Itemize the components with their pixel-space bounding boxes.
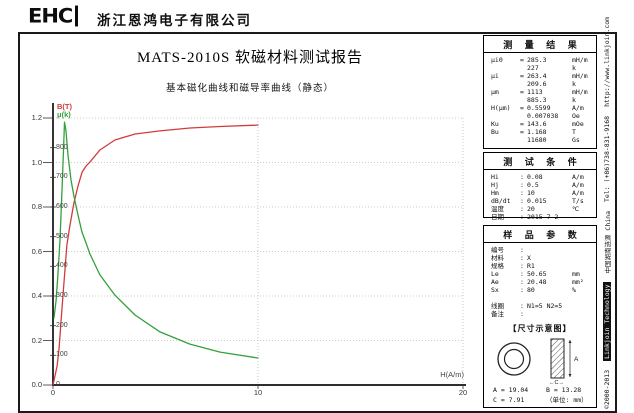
mu-tick-label: 200 <box>56 321 68 329</box>
param-row: 0.007038 Oe <box>527 112 580 120</box>
mu-tick-label: 600 <box>56 203 68 210</box>
param-row: 编号: <box>491 246 524 254</box>
mu-axis-label: μ(k) <box>57 110 71 119</box>
param-row: 885.3 k <box>527 96 576 104</box>
watermark-location: 中国湖南涟源 China <box>603 211 612 274</box>
b-tick-label: 0.6 <box>31 246 42 256</box>
curve-B <box>52 124 259 386</box>
conditions-panel: 测 试 条 件 Hi:0.08 A/m Hj:0.5 A/m Hm:10 A/m dB/dt… <box>483 152 597 221</box>
param-row: Bu = 1.168 T <box>491 128 576 136</box>
sample-rows-extra: 线圈: N1=5 N2=5 备注: <box>484 299 596 318</box>
param-row: 209.6 k <box>527 80 576 88</box>
sample-panel: 样 品 参 数 编号: 材料: X 规格: R1 Le:50.65 mm Ae:20.48 mm… <box>483 225 597 408</box>
dimension-values: A = 19.04 B = 13.28 C = 7.91 （单位: mm） <box>484 386 596 405</box>
width-dimension-label: ←C→ <box>549 380 564 384</box>
height-dimension-label: A <box>574 356 579 363</box>
param-row: 线圈: N1=5 N2=5 <box>491 302 563 310</box>
b-tick-label: 1.2 <box>31 113 42 122</box>
sample-dimension-diagram: A ←C→ <box>497 338 579 384</box>
results-panel-title: 测 量 结 果 <box>484 36 596 53</box>
curve-mu <box>53 121 259 359</box>
results-rows: μi0 = 285.3 mH/m 227 k μi = 263.4 mH/m 209.6 k μm = 11… <box>484 53 596 144</box>
report-title: MATS-2010S 软磁材料测试报告 <box>136 50 364 66</box>
mu-tick-label: 0 <box>56 381 60 388</box>
company-name: 浙江恩鸿电子有限公司 <box>97 13 252 28</box>
param-row: H(μm) = 0.5599 A/m <box>491 104 584 112</box>
param-row: 材料: X <box>491 254 531 262</box>
vendor-watermark: ©2000-2013 Linkjoin Technology 中国湖南涟源 Ch… <box>600 17 613 409</box>
b-tick-label: 0.8 <box>31 202 42 211</box>
conditions-panel-title: 测 试 条 件 <box>484 153 596 170</box>
company-logo: EHC <box>28 5 79 27</box>
dim-b: B = 13.28 <box>546 386 582 394</box>
b-tick-label: 0.2 <box>31 335 42 345</box>
cross-section-rect <box>550 338 565 379</box>
dimension-diagram-title: 【尺寸示意图】 <box>508 324 572 333</box>
b-axis-label: B(T) <box>57 102 72 111</box>
watermark-url: http://www.linkjoin.com <box>602 16 611 107</box>
param-row: Le:50.65 mm <box>491 270 580 278</box>
param-row: 备注: <box>491 310 524 318</box>
mu-tick-label: 400 <box>56 262 68 270</box>
conditions-rows: Hi:0.08 A/m Hj:0.5 A/m Hm:10 A/m dB/dt:0.015 T/… <box>484 170 596 221</box>
param-row: 日期:2015-7-2 <box>491 213 559 221</box>
param-row: Sx:80% <box>491 286 576 294</box>
mu-tick-label: 700 <box>56 173 68 181</box>
param-row: Ku = 143.6 mOe <box>491 120 584 128</box>
watermark-brand: Linkjoin Technology <box>602 282 611 361</box>
param-row: 规格: R1 <box>491 262 535 270</box>
watermark-tel: Tel: (+86)738-831-9168 <box>602 115 611 203</box>
mu-tick-label: 500 <box>56 232 68 240</box>
param-row: μi = 263.4 mH/m <box>491 72 588 80</box>
toroid-inner-circle <box>503 348 525 370</box>
param-row: Hi:0.08 A/m <box>491 173 584 181</box>
b-tick-label: 0.4 <box>31 291 42 300</box>
param-row: 11680 Gs <box>527 136 580 144</box>
param-row: Ae:20.48 mm² <box>491 278 584 286</box>
mu-tick-label: 800 <box>56 143 68 151</box>
param-row: dB/dt:0.015 T/s <box>491 197 584 205</box>
param-row: μi0 = 285.3 mH/m <box>491 56 588 64</box>
dim-unit: （单位: mm） <box>546 395 588 404</box>
b-tick-label: 0.0 <box>31 380 42 389</box>
param-row: 227 k <box>527 64 576 72</box>
param-row: 温度:20 ℃ <box>491 205 580 213</box>
dim-a: A = 19.04 <box>493 386 529 394</box>
report-subtitle: 基本磁化曲线和磁导率曲线（静态） <box>165 83 334 94</box>
param-row: Hj:0.5 A/m <box>491 181 584 189</box>
x-axis-label: H(A/m) <box>440 370 464 379</box>
watermark-copyright: ©2000-2013 <box>602 369 611 409</box>
dim-c: C = 7.91 <box>493 395 525 404</box>
mu-tick-label: 100 <box>56 351 68 359</box>
param-row: Hm:10 A/m <box>491 189 584 197</box>
sample-panel-title: 样 品 参 数 <box>484 226 596 243</box>
b-tick-label: 1.0 <box>31 157 42 167</box>
results-panel: 测 量 结 果 μi0 = 285.3 mH/m 227 k μi = 263.4 mH/m 209… <box>483 35 597 149</box>
param-row: μm = 1113 mH/m <box>491 88 588 96</box>
toroid-outer-circle <box>497 342 531 376</box>
mu-tick-label: 300 <box>56 292 68 299</box>
sample-rows: 编号: 材料: X 规格: R1 Le:50.65 mm Ae:20.48 mm² Sx:80% <box>484 243 596 294</box>
x-tick-label: 0 <box>50 388 56 397</box>
x-tick-label: 20 <box>458 388 468 397</box>
x-tick-label: 10 <box>253 388 263 397</box>
